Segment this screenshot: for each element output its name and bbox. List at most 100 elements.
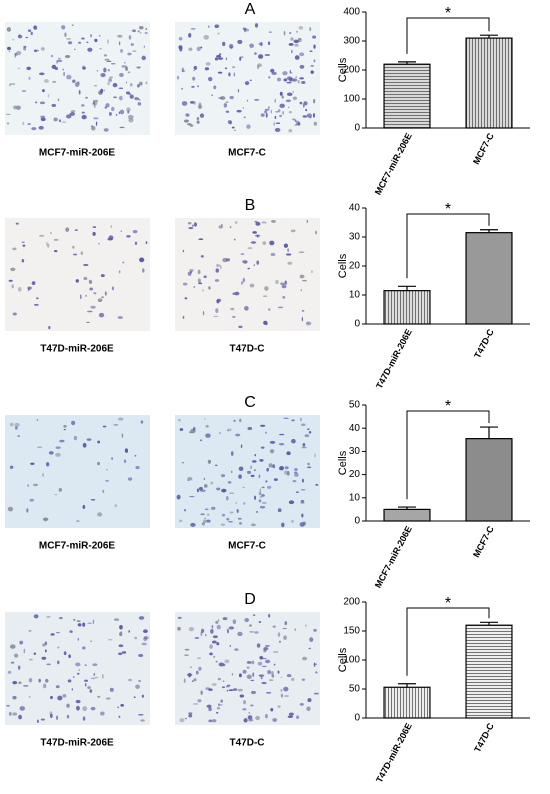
cell-stain [198,238,204,241]
x-tick-label: MCF7-miR-206E [373,524,414,589]
cell-stain [271,71,277,75]
cell-stain [14,53,16,58]
cell-stain [43,79,49,83]
y-tick-label: 50 [349,400,361,411]
cell-stain [217,71,223,74]
cell-stain [113,424,119,426]
cell-stain [208,719,212,723]
cell-stain [48,325,51,330]
cell-stain [140,719,145,722]
bar [465,232,513,325]
cell-stain [57,646,60,649]
cell-stain [309,637,314,642]
cell-stain [12,695,17,700]
cell-stain [59,119,61,123]
cell-stain [294,628,297,631]
cell-stain [300,289,302,291]
cell-stain [8,50,11,53]
y-tick-label: 0 [354,516,360,527]
cell-stain [232,66,236,69]
cell-stain [235,433,241,437]
cell-stain [208,286,211,290]
cell-stain [263,648,267,653]
cell-stain [251,523,256,527]
cell-stain [264,54,271,56]
cell-stain [10,267,16,272]
cell-stain [143,629,148,634]
cell-stain [205,433,211,438]
cell-stain [261,486,265,489]
cell-stain [179,428,184,431]
cell-stain [143,45,145,48]
cell-stain [313,44,316,49]
cell-stain [45,678,49,683]
cell-stain [284,280,287,285]
cell-stain [90,498,96,501]
cell-stain [40,47,45,51]
cell-stain [76,705,80,711]
cell-stain [119,631,123,637]
cell-stain [266,485,272,489]
cell-stain [215,268,219,273]
cell-stain [66,38,71,40]
cell-stain [294,55,300,60]
cell-stain [217,32,220,35]
cell-stain [81,104,85,107]
cell-stain [289,31,292,35]
cell-stain [301,316,303,322]
cell-stain [128,92,132,96]
cell-stain [115,113,118,117]
cell-stain [61,121,67,123]
cell-stain [301,446,307,449]
cell-stain [260,446,265,449]
cell-stain [118,644,124,648]
cell-stain [95,121,98,126]
cell-stain [258,674,265,677]
cell-stain [193,65,198,70]
cell-stain [220,523,225,526]
cell-stain [27,29,32,32]
cell-stain [295,491,300,493]
cell-stain [237,517,242,520]
cell-stain [299,274,305,279]
cell-stain [220,699,223,703]
cell-stain [288,500,295,505]
cell-stain [80,251,84,256]
cell-stain [238,466,244,472]
cell-stain [120,703,125,707]
cell-stain [254,52,257,55]
cell-stain [41,643,46,647]
cell-stain [277,306,284,309]
y-tick-label: 0 [354,123,360,134]
cell-stain [145,81,148,85]
cell-stain [77,672,80,675]
cell-stain [5,113,11,116]
cell-stain [283,30,286,36]
cell-stain [190,666,192,669]
cell-stain [264,713,268,719]
cell-stain [97,512,103,517]
cell-stain [221,488,227,493]
cell-stain [184,654,189,657]
cell-stain [244,28,247,33]
y-tick-label: 0 [354,319,360,330]
cell-stain [15,222,19,225]
cell-stain [225,495,229,501]
cell-stain [12,38,14,41]
cell-stain [66,703,70,708]
cell-stain [197,699,202,703]
cell-stain [237,88,240,93]
significance-mark: * [445,595,451,612]
cell-stain [277,670,280,674]
bar [383,290,431,325]
cell-stain [141,55,146,61]
cell-stain [18,665,21,670]
cell-stain [130,43,134,46]
cell-stain [33,652,37,655]
cell-stain [75,699,81,704]
cell-stain [196,488,200,493]
cell-stain [78,41,82,44]
cell-stain [250,474,255,478]
cell-stain [119,72,124,78]
cell-stain [105,468,108,471]
